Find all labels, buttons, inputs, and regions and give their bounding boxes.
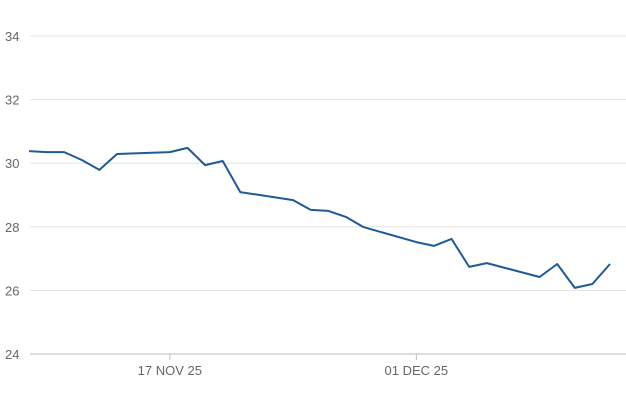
- y-tick-label: 30: [5, 156, 19, 171]
- series-line: [28, 146, 611, 289]
- y-tick-label: 32: [5, 93, 19, 108]
- y-tick-label: 26: [5, 283, 19, 298]
- x-tick-label: 17 NOV 25: [138, 363, 202, 378]
- x-tick-label: 01 DEC 25: [385, 363, 449, 378]
- y-tick-label: 24: [5, 347, 19, 362]
- y-tick-label: 28: [5, 220, 19, 235]
- y-tick-label: 34: [5, 29, 19, 44]
